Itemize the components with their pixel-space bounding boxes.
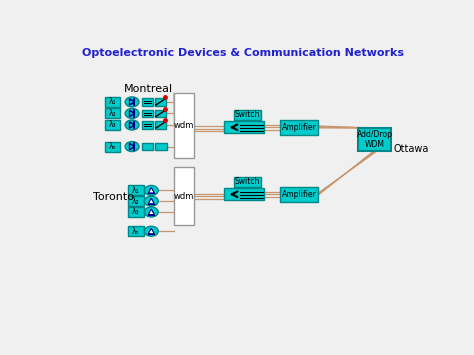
Text: λ₁: λ₁: [132, 186, 140, 195]
Bar: [155, 110, 166, 117]
Polygon shape: [148, 209, 155, 214]
Bar: [105, 142, 120, 152]
Bar: [225, 121, 264, 133]
Ellipse shape: [145, 207, 158, 217]
Text: λ₂: λ₂: [109, 109, 117, 118]
Text: Switch: Switch: [235, 110, 260, 119]
Text: Toronto: Toronto: [93, 192, 134, 202]
Bar: [142, 143, 153, 151]
Polygon shape: [129, 110, 134, 117]
Ellipse shape: [145, 185, 158, 196]
Ellipse shape: [125, 97, 139, 107]
Bar: [280, 120, 319, 135]
Polygon shape: [129, 122, 134, 128]
Bar: [128, 226, 144, 236]
Bar: [155, 98, 166, 106]
Bar: [280, 187, 319, 202]
Bar: [105, 120, 120, 130]
Text: λ₃: λ₃: [109, 120, 117, 130]
Bar: [142, 121, 153, 129]
Bar: [234, 110, 261, 120]
Bar: [155, 143, 167, 151]
Text: Amplifier: Amplifier: [282, 123, 317, 132]
Bar: [155, 121, 166, 129]
Polygon shape: [148, 228, 155, 234]
Bar: [142, 98, 153, 106]
Polygon shape: [129, 143, 134, 150]
Text: λ₁: λ₁: [109, 97, 117, 106]
Text: Montreal: Montreal: [124, 84, 173, 94]
Bar: [142, 110, 153, 117]
Bar: [128, 196, 144, 206]
Bar: [128, 185, 144, 196]
Bar: [358, 128, 391, 151]
Text: Optoelectronic Devices & Communication Networks: Optoelectronic Devices & Communication N…: [82, 48, 404, 58]
Bar: [173, 93, 194, 158]
Text: Add/Drop
WDM: Add/Drop WDM: [356, 130, 392, 149]
Text: λₙ: λₙ: [109, 142, 117, 151]
Polygon shape: [148, 187, 155, 193]
Text: Amplifier: Amplifier: [282, 190, 317, 199]
Text: wdm: wdm: [173, 192, 194, 201]
Bar: [128, 207, 144, 217]
Ellipse shape: [125, 108, 139, 119]
Text: wdm: wdm: [173, 121, 194, 130]
Polygon shape: [129, 99, 134, 105]
Bar: [234, 176, 261, 187]
Text: Ottawa: Ottawa: [394, 144, 429, 154]
Bar: [173, 167, 194, 225]
Bar: [105, 97, 120, 107]
Bar: [105, 108, 120, 119]
Text: λ₂: λ₂: [132, 197, 140, 206]
Ellipse shape: [145, 196, 158, 206]
Text: λₙ: λₙ: [132, 227, 140, 236]
Bar: [225, 188, 264, 201]
Text: Switch: Switch: [235, 177, 260, 186]
Ellipse shape: [145, 226, 158, 236]
Polygon shape: [148, 198, 155, 204]
Text: λ₃: λ₃: [132, 208, 140, 217]
Ellipse shape: [125, 142, 139, 152]
Ellipse shape: [125, 120, 139, 130]
